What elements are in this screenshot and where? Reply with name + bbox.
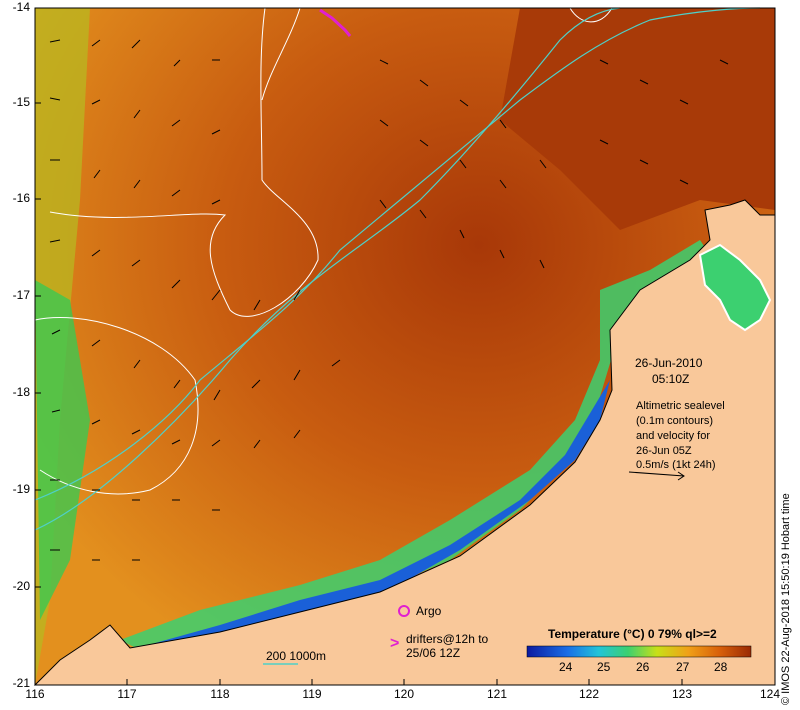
king-sound-water (698, 243, 772, 332)
lat-tick: -14 (12, 0, 30, 14)
lat-tick: -21 (12, 676, 30, 690)
lon-tick: 116 (25, 687, 45, 701)
lat-tick: -18 (12, 385, 30, 399)
altimetry-line-1: Altimetric sealevel (636, 400, 725, 412)
velocity-scale-arrowhead (677, 471, 685, 481)
lon-tick: 117 (117, 687, 137, 701)
colorbar-tick: 24 (559, 660, 573, 674)
lat-tick: -15 (12, 95, 30, 109)
drifters-line-2: 25/06 12Z (406, 646, 461, 660)
bathymetry-contours (34, 7, 761, 531)
lon-tick: 120 (393, 687, 415, 701)
lon-tick: 119 (302, 687, 322, 701)
date-label: 26-Jun-2010 (635, 356, 703, 370)
altimetry-line-5: 0.5m/s (1kt 24h) (636, 459, 716, 471)
sealevel-contours (34, 7, 613, 495)
plot-frame (34, 7, 776, 686)
lon-tick: 118 (210, 687, 230, 701)
drifters-line-1: drifters@12h to (406, 632, 489, 646)
drifter-track (319, 8, 352, 37)
argo-legend-marker (398, 605, 410, 617)
axis-ticks (34, 7, 776, 686)
lat-tick: -16 (12, 191, 30, 205)
altimetry-line-2: (0.1m contours) (636, 415, 714, 427)
lon-tick: 124 (759, 687, 781, 701)
credit-text: © IMOS 22-Aug-2018 15:50:19 Hobart time (780, 493, 792, 705)
colorbar-tick: 28 (714, 660, 728, 674)
argo-label: Argo (416, 604, 442, 618)
altimetry-line-3: and velocity for (636, 430, 710, 442)
lat-tick: -20 (12, 579, 30, 593)
velocity-scale-arrow (628, 471, 685, 477)
lat-tick: -19 (12, 482, 30, 496)
colorbar-tick: 25 (597, 660, 611, 674)
green-water-west (35, 280, 90, 620)
colorbar-tick: 27 (676, 660, 690, 674)
bathymetry-label: 200 1000m (266, 649, 327, 663)
lon-tick: 122 (578, 687, 600, 701)
warm-water-ne (500, 8, 775, 230)
land-mass (33, 199, 776, 686)
lon-tick: 123 (671, 687, 693, 701)
colorbar (526, 645, 752, 658)
colorbar-tick: 26 (636, 660, 650, 674)
lat-tick: -17 (12, 288, 30, 302)
lon-tick: 121 (486, 687, 508, 701)
velocity-vectors (49, 39, 729, 561)
drifter-legend-marker: > (390, 635, 400, 652)
colorbar-title: Temperature (°C) 0 79% ql>=2 (548, 627, 717, 641)
altimetry-line-4: 26-Jun 05Z (636, 445, 692, 457)
time-label: 05:10Z (652, 372, 690, 386)
